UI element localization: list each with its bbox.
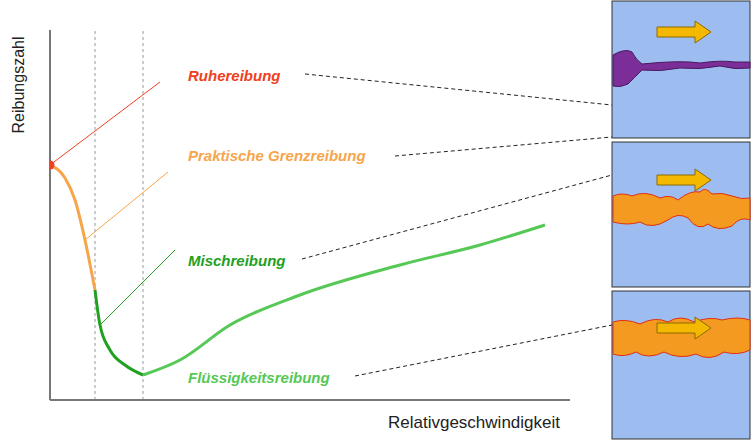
svg-text:Reibungszahl: Reibungszahl <box>10 37 27 134</box>
svg-text:Praktische Grenzreibung: Praktische Grenzreibung <box>188 147 366 164</box>
svg-text:Relativgeschwindigkeit: Relativgeschwindigkeit <box>388 413 560 432</box>
svg-text:Flüssigkeitsreibung: Flüssigkeitsreibung <box>188 369 330 386</box>
svg-text:Ruhereibung: Ruhereibung <box>188 67 281 84</box>
svg-text:Mischreibung: Mischreibung <box>188 252 286 269</box>
